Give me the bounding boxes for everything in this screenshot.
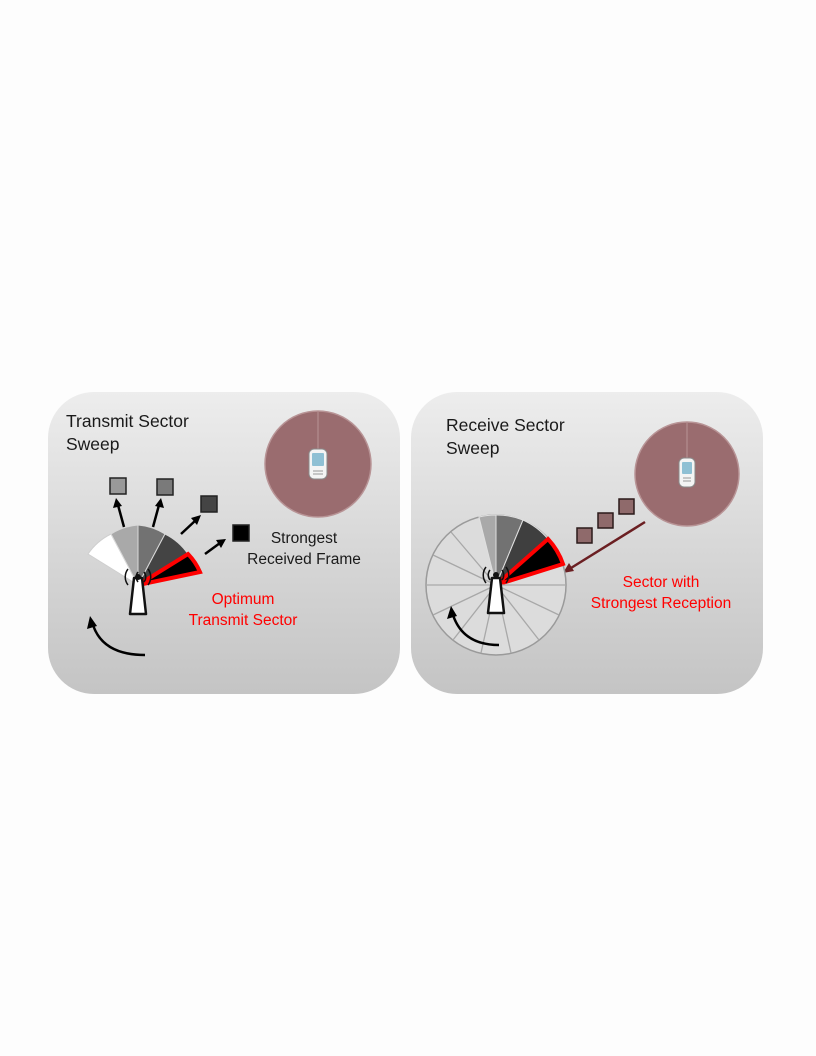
transmit-sector-sweep-panel: Transmit Sector Sweep (48, 392, 400, 694)
transmit-diagram (87, 410, 372, 657)
received-frames (576, 498, 635, 544)
frame-1 (618, 498, 635, 515)
mobile-phone-icon (678, 457, 696, 488)
receive-sector-sweep-panel: Receive Sector Sweep (411, 392, 763, 694)
strongest-reception-label: Sector with Strongest Reception (590, 574, 732, 612)
strongest-reception-sector (494, 536, 566, 587)
arrow-head-3 (191, 515, 201, 525)
arrow-head-2 (155, 498, 164, 508)
strongest-frame (232, 524, 250, 542)
incoming-signal-arrow (563, 520, 646, 573)
transmit-sector-fan (87, 524, 203, 587)
receive-diagram (425, 421, 740, 656)
sweep-direction-arrow (87, 616, 146, 657)
transmit-panel-title: Transmit Sector Sweep (66, 411, 189, 454)
optimum-sector-label: Optimum Transmit Sector (188, 591, 298, 629)
frame-3 (200, 495, 218, 513)
frame-1 (109, 477, 127, 495)
sweep-direction-arrow (447, 606, 500, 647)
antenna-tower-icon (482, 566, 510, 615)
frame-3 (576, 527, 593, 544)
arrow-head-1 (113, 498, 122, 508)
strongest-frame-label: Strongest Received Frame (247, 530, 361, 568)
receiver-station (264, 410, 372, 518)
transmit-frames (109, 477, 250, 556)
receive-panel-title: Receive Sector Sweep (446, 415, 565, 458)
wheel-spokes (426, 531, 566, 654)
transmitting-station (634, 421, 740, 527)
frame-2 (597, 512, 614, 529)
frame-2 (156, 478, 174, 496)
optimum-transmit-sector (136, 551, 203, 587)
arrow-head-4 (216, 539, 226, 548)
mobile-phone-icon (308, 448, 328, 480)
antenna-tower-icon (124, 568, 152, 616)
